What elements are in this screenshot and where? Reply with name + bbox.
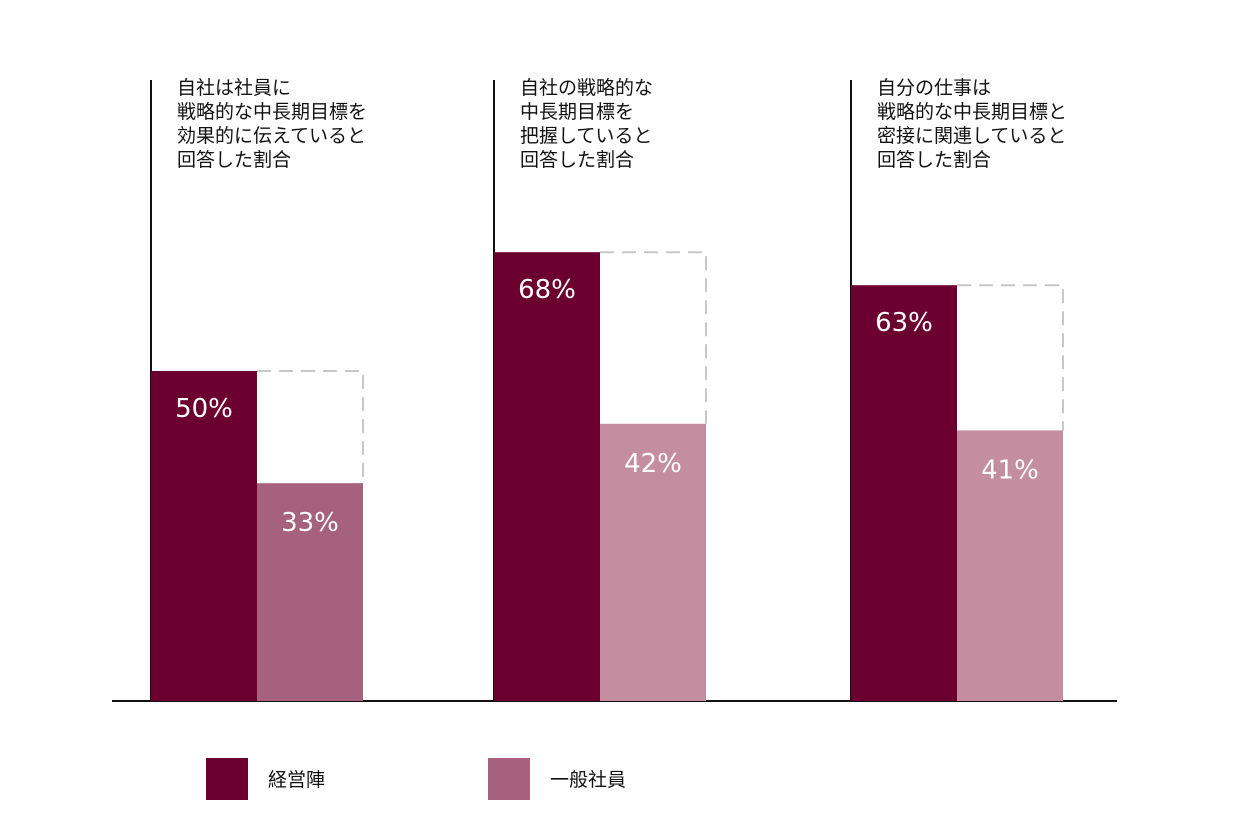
- category-label-line: 回答した割合: [177, 149, 291, 171]
- legend-label-executives: 経営陣: [268, 769, 325, 791]
- bar-executives: [494, 252, 600, 701]
- gap-outline: [600, 251, 707, 424]
- legend-swatch-employees: [488, 758, 530, 800]
- value-label-employees: 42%: [624, 449, 682, 479]
- bar-executives: [851, 285, 957, 701]
- value-label-employees: 41%: [981, 455, 1039, 485]
- category-label-line: 戦略的な中長期目標と: [877, 101, 1067, 123]
- category-label-line: 回答した割合: [877, 149, 991, 171]
- category-label: 自分の仕事は戦略的な中長期目標と密接に関連していると回答した割合: [877, 77, 1067, 171]
- category-label: 自社の戦略的な中長期目標を把握していると回答した割合: [520, 77, 653, 171]
- bar-employees: [257, 483, 363, 701]
- gap-outline: [957, 284, 1064, 431]
- category-label-line: 自分の仕事は: [877, 77, 991, 99]
- bar-executives: [151, 371, 257, 701]
- category-label-line: 効果的に伝えていると: [177, 125, 366, 147]
- category-label-line: 自社の戦略的な: [520, 77, 653, 99]
- category-label-line: 把握していると: [520, 125, 652, 147]
- legend-label-employees: 一般社員: [550, 769, 626, 791]
- value-label-executives: 63%: [875, 308, 933, 338]
- category-label-line: 密接に関連していると: [877, 125, 1066, 147]
- legend: 経営陣 一般社員: [206, 758, 626, 800]
- value-labels: 50% 33% 68% 42% 63% 41%: [175, 275, 1039, 538]
- gap-outlines: [257, 251, 1064, 484]
- bar-employees: [600, 423, 706, 701]
- value-label-executives: 50%: [175, 394, 233, 424]
- category-label: 自社は社員に戦略的な中長期目標を効果的に伝えていると回答した割合: [177, 77, 367, 171]
- category-label-line: 戦略的な中長期目標を: [177, 101, 367, 123]
- bar-employees: [957, 430, 1063, 701]
- gap-outline: [257, 370, 364, 484]
- category-labels: 自社は社員に戦略的な中長期目標を効果的に伝えていると回答した割合自社の戦略的な中…: [177, 77, 1067, 171]
- category-label-line: 回答した割合: [520, 149, 634, 171]
- category-label-line: 中長期目標を: [520, 101, 634, 123]
- bars: [151, 252, 1063, 701]
- value-label-employees: 33%: [281, 508, 339, 538]
- value-label-executives: 68%: [518, 275, 576, 305]
- category-label-line: 自社は社員に: [177, 77, 291, 99]
- legend-swatch-executives: [206, 758, 248, 800]
